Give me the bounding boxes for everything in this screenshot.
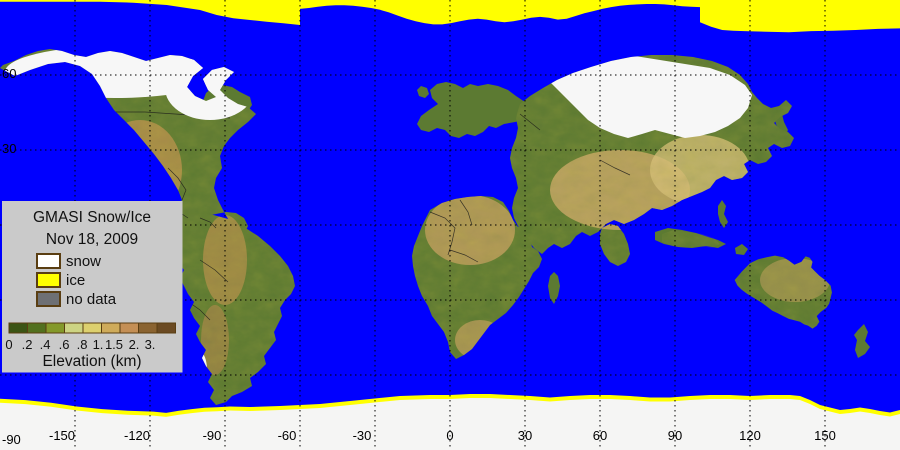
svg-text:1.5: 1.5 xyxy=(105,337,123,352)
svg-text:30: 30 xyxy=(2,141,16,156)
svg-text:-120: -120 xyxy=(124,428,150,443)
svg-text:.6: .6 xyxy=(59,337,70,352)
svg-text:2.: 2. xyxy=(129,337,140,352)
svg-text:no data: no data xyxy=(66,291,117,308)
svg-text:0: 0 xyxy=(446,428,453,443)
svg-text:GMASI Snow/Ice: GMASI Snow/Ice xyxy=(33,209,151,226)
svg-text:30: 30 xyxy=(518,428,532,443)
svg-text:-150: -150 xyxy=(49,428,75,443)
svg-text:-90: -90 xyxy=(203,428,222,443)
svg-text:1.: 1. xyxy=(93,337,104,352)
svg-text:60: 60 xyxy=(593,428,607,443)
svg-text:150: 150 xyxy=(814,428,836,443)
svg-text:.8: .8 xyxy=(77,337,88,352)
svg-text:Nov 18, 2009: Nov 18, 2009 xyxy=(46,231,138,248)
svg-text:90: 90 xyxy=(668,428,682,443)
svg-text:-90: -90 xyxy=(2,432,21,447)
svg-text:-60: -60 xyxy=(278,428,297,443)
svg-text:.2: .2 xyxy=(22,337,33,352)
svg-text:Elevation (km): Elevation (km) xyxy=(42,353,141,370)
svg-text:snow: snow xyxy=(66,253,101,270)
svg-text:120: 120 xyxy=(739,428,761,443)
svg-text:-30: -30 xyxy=(353,428,372,443)
svg-text:60: 60 xyxy=(2,66,16,81)
svg-text:0: 0 xyxy=(5,337,12,352)
svg-text:.4: .4 xyxy=(40,337,51,352)
svg-text:ice: ice xyxy=(66,272,85,289)
svg-text:3.: 3. xyxy=(145,337,156,352)
